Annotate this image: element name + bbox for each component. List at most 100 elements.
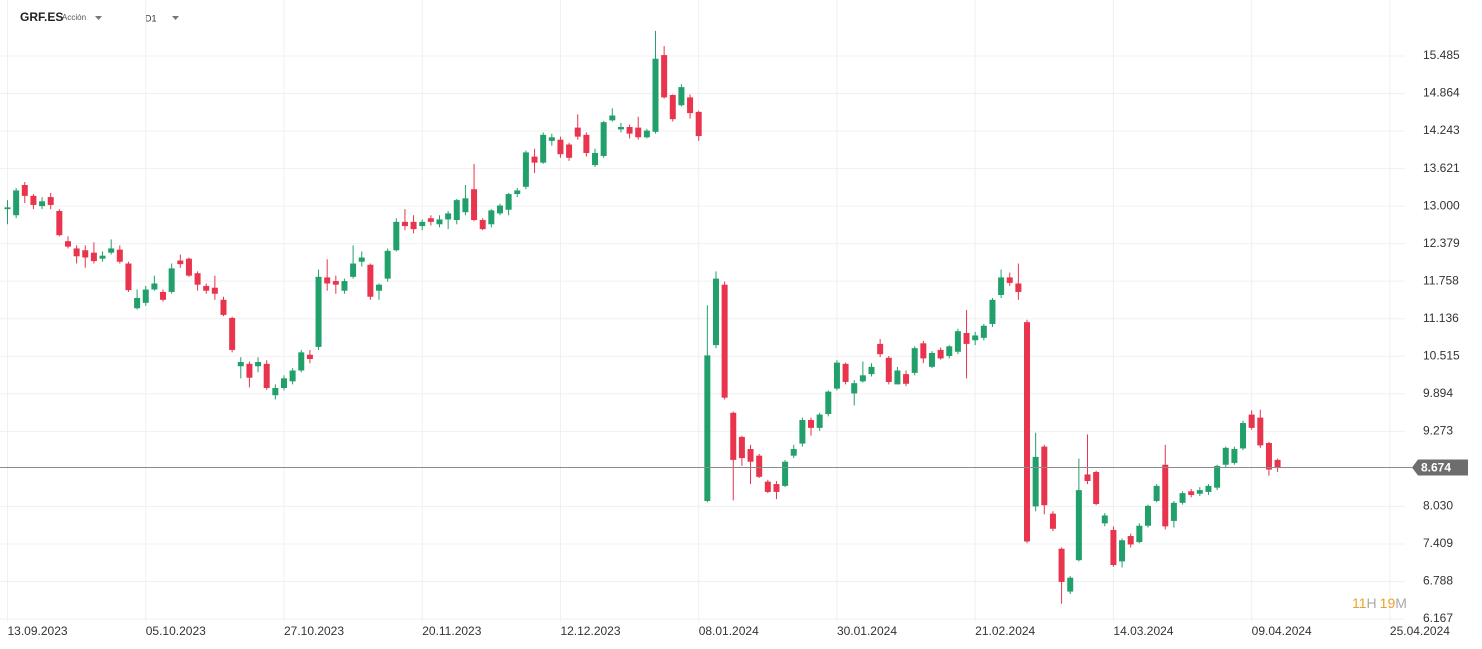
candle-body [203,285,210,291]
y-tick-label: 7.409 [1423,536,1453,550]
candle-body [1049,513,1056,529]
candle-body [937,349,944,359]
header: GRF.ES Acción D1 [20,10,179,24]
candle-body [341,281,348,291]
symbol[interactable]: GRF.ES [20,10,63,24]
candle-body [972,335,979,341]
candle-body [272,388,279,396]
timeframe[interactable]: D1 [145,13,157,23]
candle-body [125,263,132,291]
candle-body [1075,490,1082,561]
candle-body [255,362,262,367]
candle-body [635,127,642,138]
candle-body [1058,548,1065,582]
candle-body [289,370,296,382]
candle-body [229,317,236,350]
candle-body [868,366,875,375]
candle-body [73,248,80,257]
candle-body [799,420,806,444]
candle-body [903,374,910,384]
x-tick-label: 14.03.2024 [1113,624,1173,638]
candle-body [687,97,694,114]
y-tick-label: 14.243 [1423,123,1460,137]
candle-body [1127,536,1134,545]
candle-body [626,126,633,134]
candle-body [712,278,719,346]
countdown: 11H 19M [1352,595,1407,611]
last-price-box [1412,459,1468,476]
candle-body [177,260,184,265]
y-tick-label: 9.273 [1423,423,1453,437]
candle-body [1162,464,1169,527]
candle-body [773,484,780,492]
asset-kind[interactable]: Acción [62,13,86,22]
candle-body [427,218,434,222]
candle-body [1041,446,1048,506]
candle-body [1231,449,1238,463]
candle-body [1274,459,1281,468]
candle-body [885,357,892,382]
candle-body [946,346,953,356]
candle-body [505,194,512,210]
candle-body [142,289,149,303]
candle-body [747,449,754,462]
candle-body [531,156,538,163]
candle-body [367,264,374,297]
candle-body [298,352,305,371]
candle-body [384,250,391,279]
candle-body [557,139,564,155]
x-tick-label: 09.04.2024 [1252,624,1312,638]
candle-body [1015,283,1022,292]
y-tick-label: 10.515 [1423,348,1460,362]
candle-body [574,127,581,137]
candle-body [522,152,529,187]
candle-body [911,348,918,373]
candle-body [1205,485,1212,492]
candle-body [116,249,123,262]
candle-body [350,263,357,277]
candle-body [419,221,426,227]
candle-body [108,248,115,253]
x-tick-label: 08.01.2024 [699,624,759,638]
candle-body [877,343,884,355]
candle-body [479,220,486,230]
candle-body [833,362,840,389]
candle-body [1101,515,1108,524]
candle-body [410,221,417,230]
candle-body [1067,577,1074,592]
candle-body [583,134,590,153]
y-tick-label: 9.894 [1423,386,1453,400]
candle-body [185,258,192,276]
y-tick-label: 11.136 [1423,311,1459,325]
countdown-minutes-unit: M [1395,595,1407,611]
candle-body [1214,465,1221,488]
candle-body [920,343,927,359]
x-tick-label: 30.01.2024 [837,624,897,638]
candle-body [808,420,815,428]
candle-body [998,277,1005,295]
candle-body [661,55,668,98]
candle-body [1179,493,1186,503]
candle-body [471,189,478,221]
candle-body [332,281,339,285]
candle-body [1240,423,1247,449]
candle-body [393,221,400,251]
candle-body [678,87,685,106]
countdown-hours: 11 [1352,595,1367,611]
candle-body [263,363,270,389]
candle-body [963,333,970,344]
candle-body [842,363,849,382]
candle-body [194,273,201,285]
candle-body [1119,540,1126,562]
candle-body [609,115,616,121]
candle-body [643,130,650,138]
candle-body [151,283,158,290]
candle-body [1222,447,1229,465]
dropdown-arrow[interactable] [95,16,102,20]
candle-body [220,299,227,315]
candle-body [56,210,63,236]
candle-body [1032,456,1039,507]
dropdown-arrow[interactable] [172,16,179,20]
candle-body [211,287,218,294]
candle-body [790,449,797,456]
